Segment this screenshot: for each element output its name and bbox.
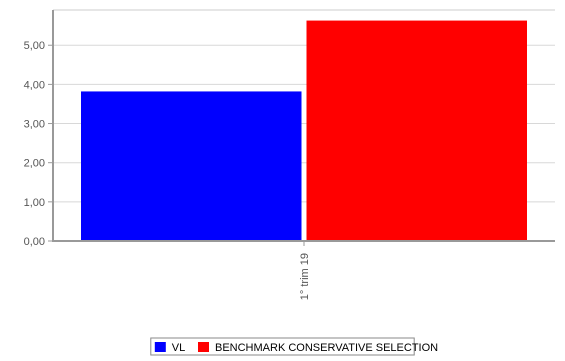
legend-box (150, 337, 415, 356)
y-tick-label: 1,00 (24, 197, 45, 209)
x-tick-labels: 1° trim 19 (299, 253, 311, 300)
y-tick-labels: 0,00 1,00 2,00 3,00 4,00 5,00 (24, 40, 45, 248)
bar-benchmark-conservative-selection (306, 20, 527, 242)
y-tick-label: 5,00 (24, 40, 45, 52)
bar-vl (81, 91, 302, 241)
y-tick-label: 0,00 (24, 236, 45, 248)
legend-label: VL (172, 342, 185, 354)
legend-label: BENCHMARK CONSERVATIVE SELECTION (215, 342, 438, 354)
y-tick-label: 4,00 (24, 79, 45, 91)
legend: VL BENCHMARK CONSERVATIVE SELECTION (150, 337, 438, 356)
y-tick-label: 3,00 (24, 119, 45, 131)
legend-swatch (154, 342, 166, 352)
bars-layer (81, 20, 527, 242)
axis-layer (48, 10, 555, 246)
y-tick-label: 2,00 (24, 158, 45, 170)
x-tick-label: 1° trim 19 (299, 253, 311, 300)
legend-swatch (198, 342, 209, 352)
